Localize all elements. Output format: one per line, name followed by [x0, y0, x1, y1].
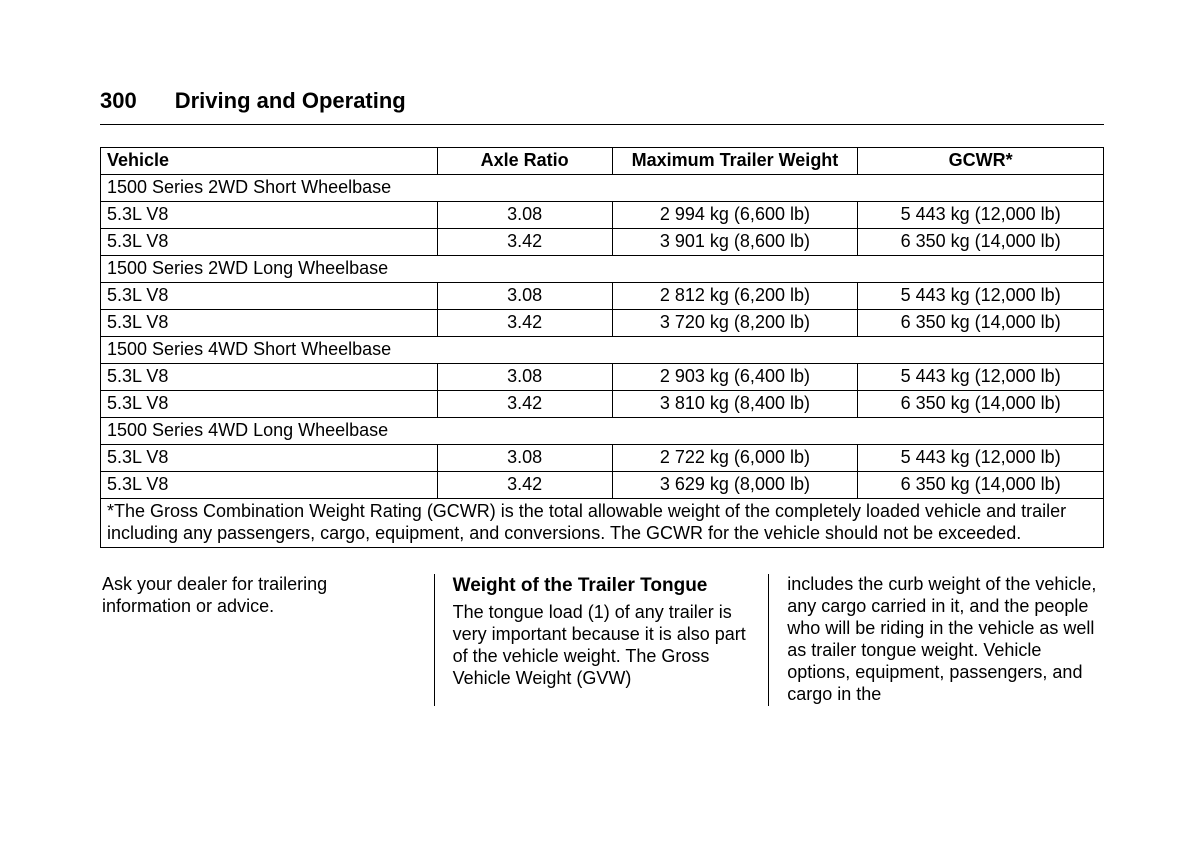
group-header-row: 1500 Series 4WD Short Wheelbase [101, 337, 1104, 364]
page-header: 300 Driving and Operating [100, 88, 1104, 125]
gcwr-cell: 5 443 kg (12,000 lb) [858, 202, 1104, 229]
axle-cell: 3.08 [437, 283, 612, 310]
table-row: 5.3L V8 3.42 3 810 kg (8,400 lb) 6 350 k… [101, 391, 1104, 418]
table-row: 5.3L V8 3.42 3 629 kg (8,000 lb) 6 350 k… [101, 472, 1104, 499]
group-label: 1500 Series 4WD Short Wheelbase [101, 337, 1104, 364]
trailer-cell: 3 629 kg (8,000 lb) [612, 472, 858, 499]
axle-cell: 3.08 [437, 445, 612, 472]
engine-cell: 5.3L V8 [101, 472, 438, 499]
table-row: 5.3L V8 3.42 3 720 kg (8,200 lb) 6 350 k… [101, 310, 1104, 337]
gcwr-cell: 6 350 kg (14,000 lb) [858, 229, 1104, 256]
table-header-row: Vehicle Axle Ratio Maximum Trailer Weigh… [101, 148, 1104, 175]
gcwr-cell: 5 443 kg (12,000 lb) [858, 364, 1104, 391]
body-text: Ask your dealer for trailering informati… [102, 574, 416, 618]
axle-cell: 3.08 [437, 202, 612, 229]
group-header-row: 1500 Series 2WD Short Wheelbase [101, 175, 1104, 202]
footnote-cell: *The Gross Combination Weight Rating (GC… [101, 499, 1104, 548]
page: 300 Driving and Operating Vehicle Axle R… [0, 0, 1200, 706]
trailer-cell: 2 722 kg (6,000 lb) [612, 445, 858, 472]
engine-cell: 5.3L V8 [101, 229, 438, 256]
footnote-row: *The Gross Combination Weight Rating (GC… [101, 499, 1104, 548]
table-row: 5.3L V8 3.08 2 994 kg (6,600 lb) 5 443 k… [101, 202, 1104, 229]
table-row: 5.3L V8 3.42 3 901 kg (8,600 lb) 6 350 k… [101, 229, 1104, 256]
col-header-gcwr: GCWR* [858, 148, 1104, 175]
axle-cell: 3.42 [437, 472, 612, 499]
body-columns: Ask your dealer for trailering informati… [100, 574, 1104, 706]
body-col-3: includes the curb weight of the vehicle,… [769, 574, 1104, 706]
engine-cell: 5.3L V8 [101, 445, 438, 472]
towing-table: Vehicle Axle Ratio Maximum Trailer Weigh… [100, 147, 1104, 548]
group-label: 1500 Series 4WD Long Wheelbase [101, 418, 1104, 445]
engine-cell: 5.3L V8 [101, 364, 438, 391]
table-row: 5.3L V8 3.08 2 812 kg (6,200 lb) 5 443 k… [101, 283, 1104, 310]
gcwr-cell: 6 350 kg (14,000 lb) [858, 472, 1104, 499]
axle-cell: 3.42 [437, 229, 612, 256]
body-col-1: Ask your dealer for trailering informati… [100, 574, 435, 706]
engine-cell: 5.3L V8 [101, 310, 438, 337]
engine-cell: 5.3L V8 [101, 391, 438, 418]
engine-cell: 5.3L V8 [101, 283, 438, 310]
gcwr-cell: 5 443 kg (12,000 lb) [858, 445, 1104, 472]
section-title: Driving and Operating [175, 88, 406, 114]
table-row: 5.3L V8 3.08 2 903 kg (6,400 lb) 5 443 k… [101, 364, 1104, 391]
trailer-cell: 3 720 kg (8,200 lb) [612, 310, 858, 337]
col-header-vehicle: Vehicle [101, 148, 438, 175]
trailer-cell: 2 812 kg (6,200 lb) [612, 283, 858, 310]
page-number: 300 [100, 88, 137, 114]
group-header-row: 1500 Series 2WD Long Wheelbase [101, 256, 1104, 283]
body-col-2: Weight of the Trailer Tongue The tongue … [435, 574, 770, 706]
trailer-cell: 2 994 kg (6,600 lb) [612, 202, 858, 229]
table-body: 1500 Series 2WD Short Wheelbase 5.3L V8 … [101, 175, 1104, 548]
gcwr-cell: 5 443 kg (12,000 lb) [858, 283, 1104, 310]
trailer-cell: 3 810 kg (8,400 lb) [612, 391, 858, 418]
body-text: includes the curb weight of the vehicle,… [787, 574, 1102, 706]
col-header-trailer: Maximum Trailer Weight [612, 148, 858, 175]
axle-cell: 3.42 [437, 391, 612, 418]
engine-cell: 5.3L V8 [101, 202, 438, 229]
group-header-row: 1500 Series 4WD Long Wheelbase [101, 418, 1104, 445]
body-text: The tongue load (1) of any trailer is ve… [453, 602, 751, 690]
trailer-cell: 2 903 kg (6,400 lb) [612, 364, 858, 391]
col-header-axle: Axle Ratio [437, 148, 612, 175]
group-label: 1500 Series 2WD Long Wheelbase [101, 256, 1104, 283]
gcwr-cell: 6 350 kg (14,000 lb) [858, 310, 1104, 337]
axle-cell: 3.08 [437, 364, 612, 391]
gcwr-cell: 6 350 kg (14,000 lb) [858, 391, 1104, 418]
group-label: 1500 Series 2WD Short Wheelbase [101, 175, 1104, 202]
axle-cell: 3.42 [437, 310, 612, 337]
subsection-heading: Weight of the Trailer Tongue [453, 574, 751, 597]
table-row: 5.3L V8 3.08 2 722 kg (6,000 lb) 5 443 k… [101, 445, 1104, 472]
trailer-cell: 3 901 kg (8,600 lb) [612, 229, 858, 256]
